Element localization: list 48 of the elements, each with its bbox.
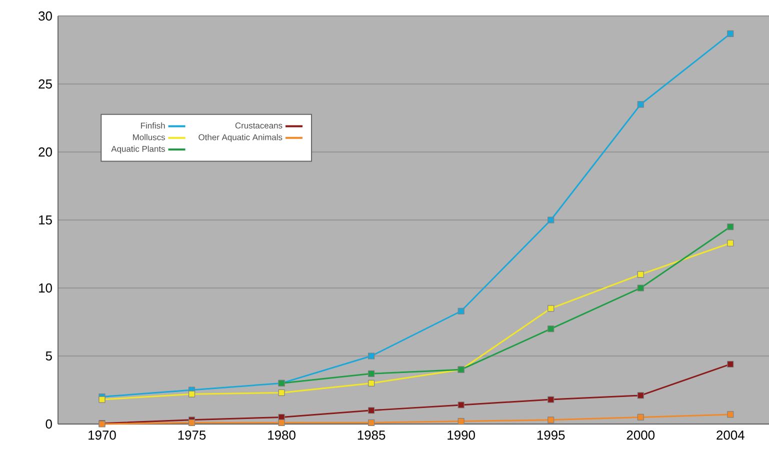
point (458, 418, 464, 425)
x-tick-label: 2004 (716, 430, 744, 440)
x-tick-label: 1995 (537, 430, 565, 440)
point (548, 396, 554, 403)
y-tick-label: 0 (46, 419, 52, 429)
x-tick-label: 1980 (268, 430, 296, 440)
point (368, 352, 375, 360)
point (548, 326, 554, 332)
point (368, 407, 375, 414)
point (368, 419, 375, 426)
point (727, 240, 734, 246)
y-tick-label: 30 (38, 11, 52, 21)
y-tick-label: 10 (39, 283, 52, 293)
y-tick-label: 20 (38, 147, 52, 157)
point (637, 101, 644, 108)
y-tick-label: 25 (38, 79, 52, 89)
point (368, 380, 375, 386)
x-tick-label: 1990 (448, 430, 475, 440)
point (188, 419, 196, 426)
point (637, 392, 644, 399)
x-tick-label: 1985 (358, 430, 386, 440)
legend-label: Finfish (141, 122, 165, 129)
point (637, 414, 644, 420)
point (548, 416, 554, 424)
point (637, 271, 644, 278)
point (458, 402, 464, 408)
point (278, 389, 285, 396)
point (368, 370, 375, 377)
point (727, 411, 734, 418)
y-tick-label: 15 (39, 215, 52, 225)
x-tick-label: 1975 (178, 430, 206, 440)
x-tick-label: 1970 (88, 430, 116, 440)
point (458, 308, 464, 314)
legend-label: Molluscs (133, 134, 165, 140)
legend-label: Crustaceans (235, 122, 282, 129)
point (637, 284, 644, 292)
point (548, 216, 554, 224)
point (727, 360, 734, 368)
point (278, 419, 285, 426)
point (727, 223, 734, 230)
point (548, 305, 554, 312)
legend-label: Aquatic Plants (111, 146, 165, 154)
point (188, 390, 196, 398)
y-tick-label: 5 (46, 351, 52, 361)
legend-label: Other Aquatic Animals (198, 134, 282, 142)
point (98, 396, 106, 403)
x-tick-label: 2000 (626, 430, 655, 440)
point (727, 30, 734, 37)
